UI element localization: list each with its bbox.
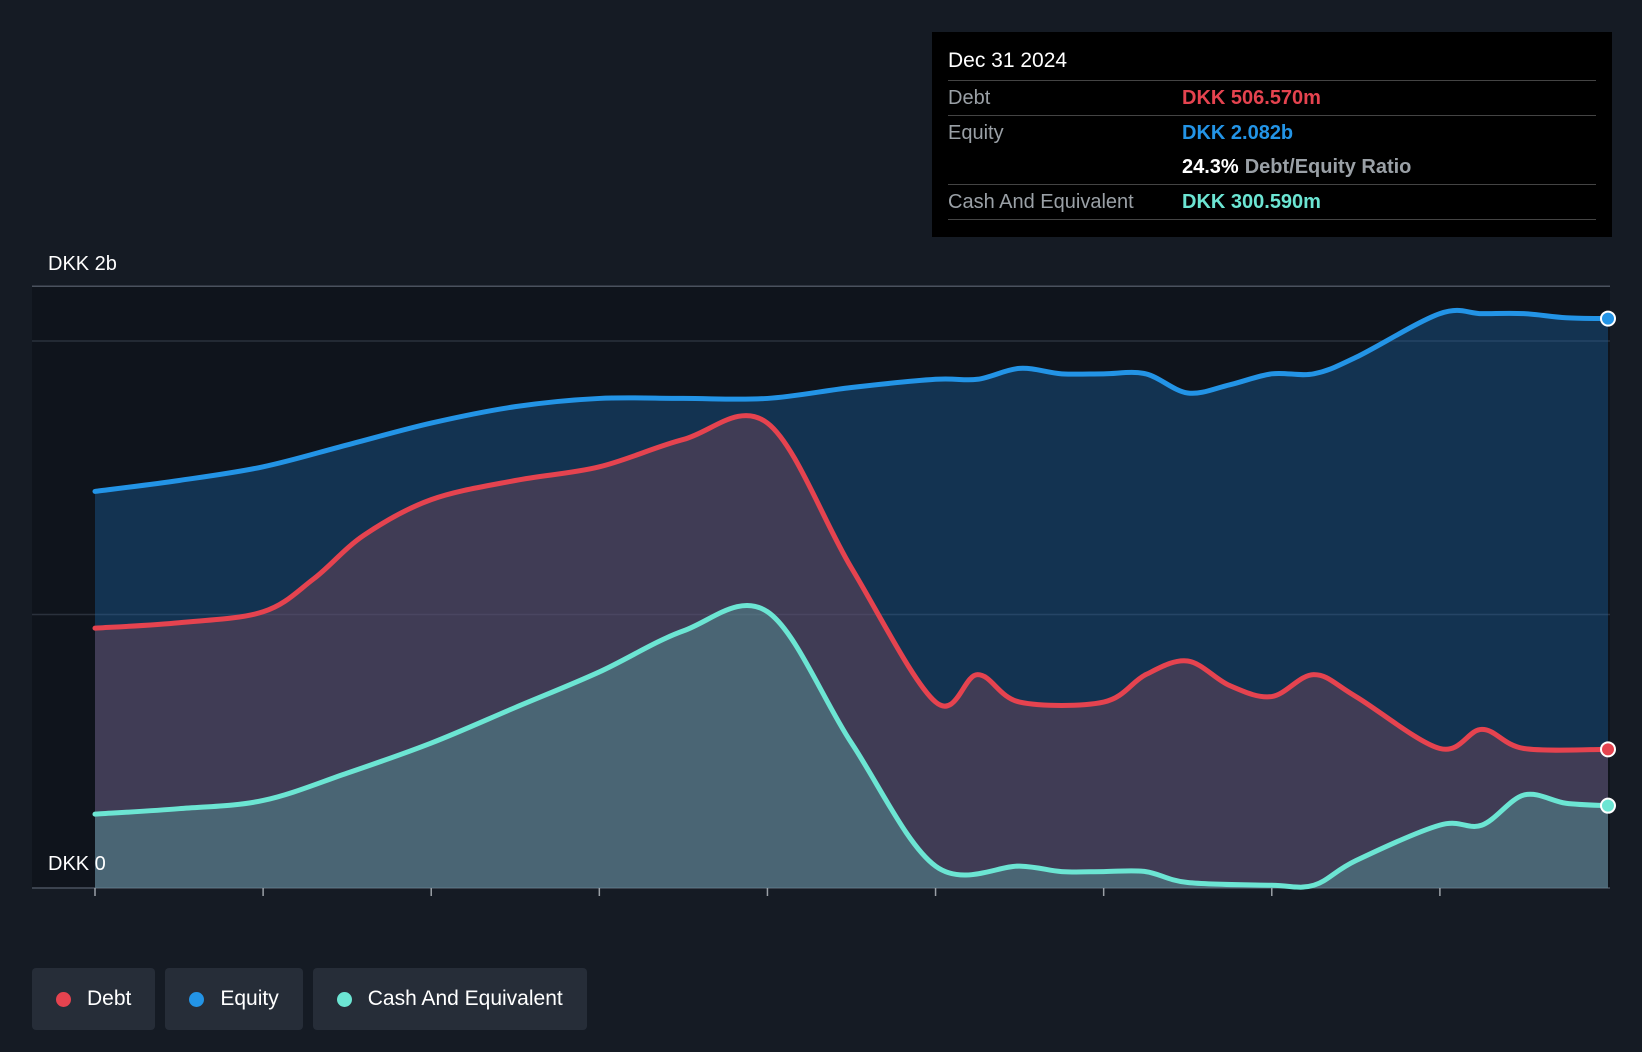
legend-label-debt: Debt <box>87 987 132 1010</box>
tooltip: Dec 31 2024 Debt DKK 506.570m Equity DKK… <box>932 32 1612 237</box>
debt-area <box>95 415 1608 888</box>
legend-item-debt[interactable]: Debt <box>32 968 156 1030</box>
series-lines <box>92 307 1611 890</box>
tooltip-cash-value: DKK 300.590m <box>1182 191 1321 213</box>
tooltip-ratio-value: 24.3% <box>1182 156 1239 178</box>
legend-label-equity: Equity <box>220 987 279 1010</box>
cash-and-equivalent-line <box>92 603 1611 890</box>
legend-label-cash: Cash And Equivalent <box>367 987 563 1010</box>
equity-dot-icon <box>189 991 205 1007</box>
equity-line <box>92 307 1611 494</box>
equity-end-marker[interactable] <box>1600 310 1616 327</box>
tooltip-equity-row: Equity DKK 2.082b <box>948 116 1596 150</box>
tooltip-debt-label: Debt <box>948 87 991 109</box>
tooltip-cash-label: Cash And Equivalent <box>948 191 1134 213</box>
tooltip-debt-value: DKK 506.570m <box>1182 87 1321 109</box>
y-bottom-label: DKK 0 <box>48 853 106 875</box>
legend: Debt Equity Cash And Equivalent <box>32 968 587 1030</box>
cash-dot-icon <box>336 991 352 1007</box>
tooltip-ratio-row: 24.3% Debt/Equity Ratio <box>948 150 1596 185</box>
cash-and-equivalent-end-marker[interactable] <box>1600 797 1616 814</box>
gridlines <box>32 285 1610 889</box>
equity-area <box>95 310 1608 888</box>
tooltip-ratio-label: Debt/Equity Ratio <box>1244 156 1412 178</box>
tooltip-date: Dec 31 2024 <box>948 46 1596 81</box>
plot-background <box>32 286 1610 888</box>
tooltip-cash-row: Cash And Equivalent DKK 300.590m <box>948 185 1596 220</box>
debt-equity-chart: 201620172018201920202021202220232024 DKK… <box>32 253 1616 896</box>
debt-line <box>92 413 1611 753</box>
y-top-label: DKK 2b <box>48 253 117 275</box>
tooltip-debt-row: Debt DKK 506.570m <box>948 81 1596 116</box>
legend-item-equity[interactable]: Equity <box>165 968 303 1030</box>
x-axis: 201620172018201920202021202220232024 <box>94 888 1441 896</box>
series-end-markers <box>1600 310 1616 814</box>
tooltip-equity-label: Equity <box>948 122 1004 144</box>
legend-item-cash[interactable]: Cash And Equivalent <box>312 968 587 1030</box>
tooltip-equity-value: DKK 2.082b <box>1182 122 1294 144</box>
debt-end-marker[interactable] <box>1600 741 1616 758</box>
debt-dot-icon <box>56 991 71 1007</box>
